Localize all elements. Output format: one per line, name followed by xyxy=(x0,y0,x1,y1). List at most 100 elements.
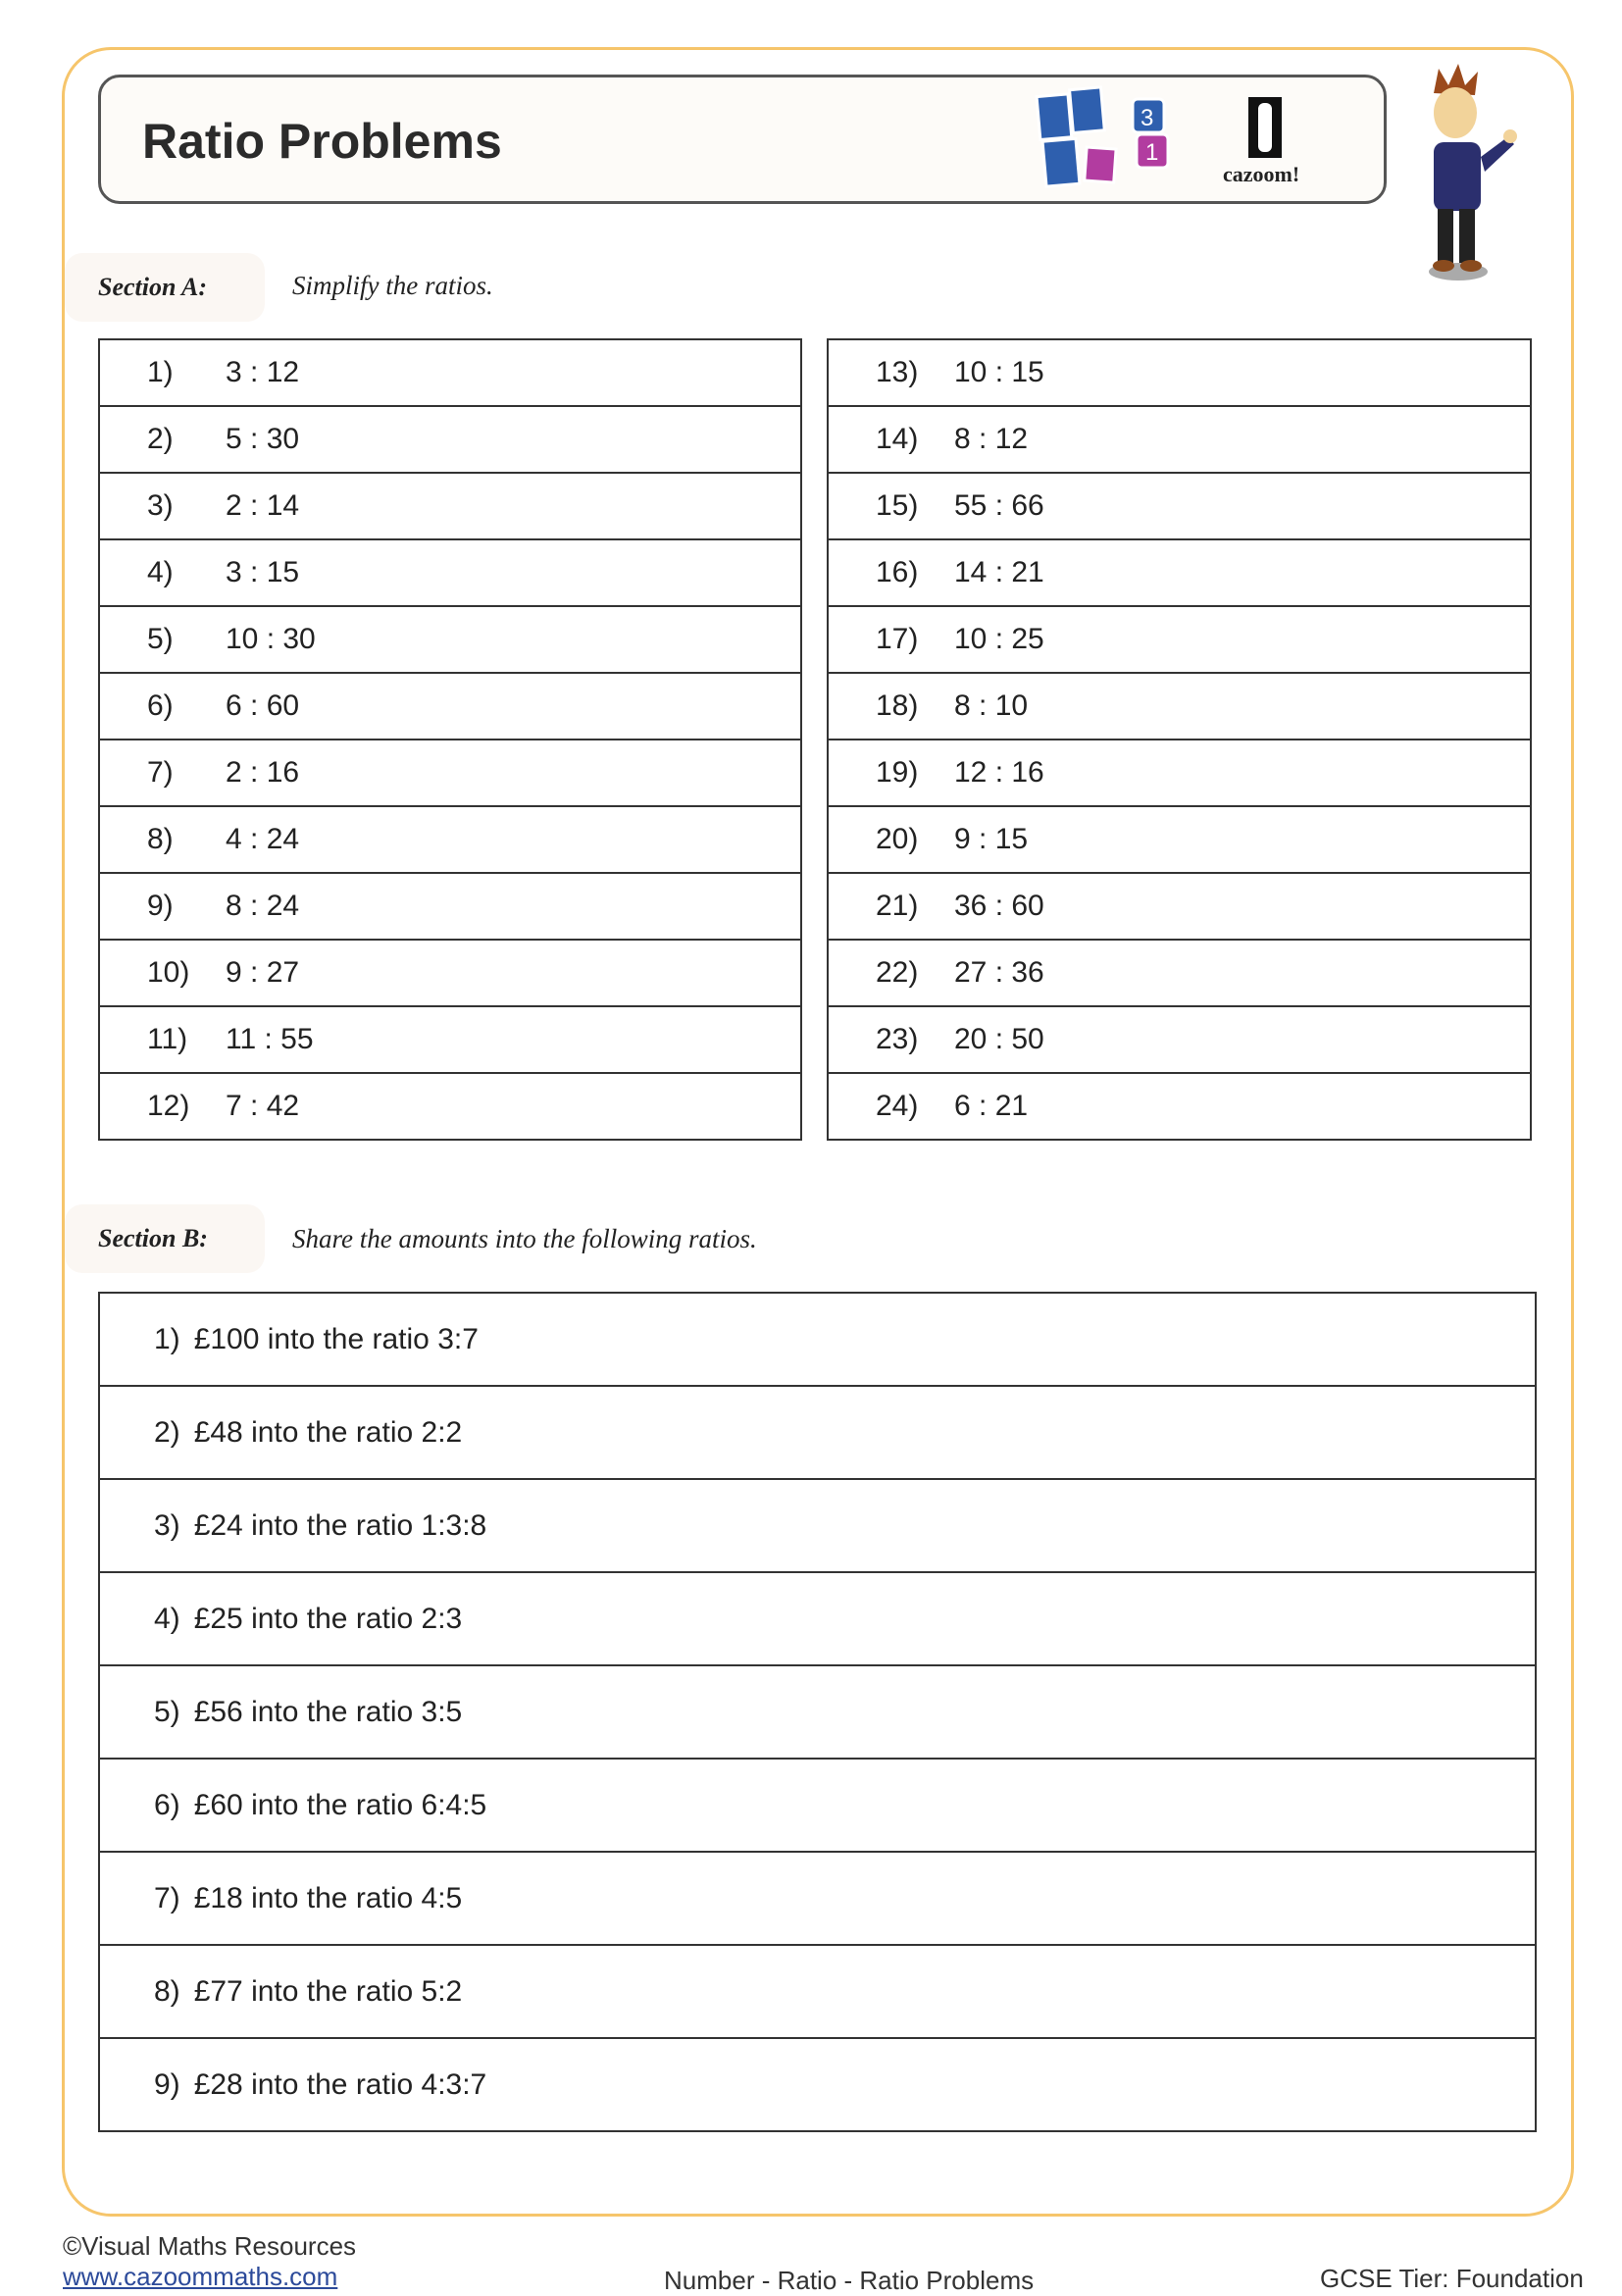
question-number: 24) xyxy=(876,1090,919,1122)
footer-website-link[interactable]: www.cazoommaths.com xyxy=(63,2262,338,2291)
question-cell[interactable]: 5) 10 : 30 xyxy=(98,605,802,674)
footer-tier: GCSE Tier: Foundation xyxy=(1320,2264,1584,2293)
question-text: £24 into the ratio 1:3:8 xyxy=(193,1508,487,1542)
question-row: 10) 9 : 27 xyxy=(98,939,802,1007)
question-cell[interactable]: 15) 55 : 66 xyxy=(827,472,1532,540)
question-text: 10 : 25 xyxy=(954,623,1044,655)
question-row: 15) 55 : 66 xyxy=(827,472,1532,540)
question-number: 6) xyxy=(147,689,174,722)
question-cell[interactable]: 1) 3 : 12 xyxy=(98,338,802,407)
question-cell[interactable]: 3) £24 into the ratio 1:3:8 xyxy=(98,1478,1537,1573)
question-number: 7) xyxy=(147,756,174,789)
question-number: 12) xyxy=(147,1090,190,1122)
question-row: 3) 2 : 14 xyxy=(98,472,802,540)
section-b-instruction: Share the amounts into the following rat… xyxy=(292,1224,757,1253)
question-cell[interactable]: 10) 9 : 27 xyxy=(98,939,802,1007)
section-b-label: Section B: xyxy=(65,1204,265,1273)
section-a-right-table: 13) 10 : 15 14) 8 : 12 15) 55 : 66 16) 14 : 21 1… xyxy=(827,338,1532,1141)
question-row: 6) 6 : 60 xyxy=(98,672,802,740)
question-cell[interactable]: 20) 9 : 15 xyxy=(827,805,1532,874)
question-cell[interactable]: 14) 8 : 12 xyxy=(827,405,1532,474)
question-cell[interactable]: 6) 6 : 60 xyxy=(98,672,802,740)
question-row: 18) 8 : 10 xyxy=(827,672,1532,740)
question-text: 3 : 15 xyxy=(226,556,300,588)
question-cell[interactable]: 19) 12 : 16 xyxy=(827,739,1532,807)
question-cell[interactable]: 8) £77 into the ratio 5:2 xyxy=(98,1944,1537,2039)
question-text: £56 into the ratio 3:5 xyxy=(193,1695,463,1728)
question-cell[interactable]: 11) 11 : 55 xyxy=(98,1005,802,1074)
section-a-instruction: Simplify the ratios. xyxy=(292,271,493,300)
question-cell[interactable]: 23) 20 : 50 xyxy=(827,1005,1532,1074)
question-cell[interactable]: 9) 8 : 24 xyxy=(98,872,802,941)
question-row: 2) 5 : 30 xyxy=(98,405,802,474)
question-cell[interactable]: 17) 10 : 25 xyxy=(827,605,1532,674)
question-number: 3) xyxy=(147,489,174,522)
question-text: £100 into the ratio 3:7 xyxy=(193,1322,479,1355)
question-row: 22) 27 : 36 xyxy=(827,939,1532,1007)
question-cell[interactable]: 5) £56 into the ratio 3:5 xyxy=(98,1664,1537,1760)
question-cell[interactable]: 7) 2 : 16 xyxy=(98,739,802,807)
question-text: 9 : 15 xyxy=(954,823,1029,855)
question-cell[interactable]: 24) 6 : 21 xyxy=(827,1072,1532,1141)
question-number: 16) xyxy=(876,556,919,588)
page-title: Ratio Problems xyxy=(142,114,502,169)
question-row: 4) £25 into the ratio 2:3 xyxy=(98,1571,1537,1666)
question-row: 9) £28 into the ratio 4:3:7 xyxy=(98,2037,1537,2132)
question-cell[interactable]: 8) 4 : 24 xyxy=(98,805,802,874)
question-row: 20) 9 : 15 xyxy=(827,805,1532,874)
question-row: 2) £48 into the ratio 2:2 xyxy=(98,1385,1537,1480)
section-a-label: Section A: xyxy=(65,253,265,322)
question-row: 16) 14 : 21 xyxy=(827,538,1532,607)
question-text: 27 : 36 xyxy=(954,956,1044,989)
svg-text:cazoom!: cazoom! xyxy=(1223,162,1299,186)
page-frame xyxy=(62,47,1574,2217)
question-number: 17) xyxy=(876,623,919,655)
question-cell[interactable]: 3) 2 : 14 xyxy=(98,472,802,540)
question-cell[interactable]: 16) 14 : 21 xyxy=(827,538,1532,607)
question-row: 8) £77 into the ratio 5:2 xyxy=(98,1944,1537,2039)
svg-text:1: 1 xyxy=(1145,139,1158,166)
question-row: 24) 6 : 21 xyxy=(827,1072,1532,1141)
question-cell[interactable]: 6) £60 into the ratio 6:4:5 xyxy=(98,1758,1537,1853)
mascot-illustration xyxy=(1429,64,1517,281)
question-text: £18 into the ratio 4:5 xyxy=(193,1881,463,1914)
question-text: 2 : 14 xyxy=(226,489,300,522)
question-cell[interactable]: 4) 3 : 15 xyxy=(98,538,802,607)
question-cell[interactable]: 13) 10 : 15 xyxy=(827,338,1532,407)
question-cell[interactable]: 1) £100 into the ratio 3:7 xyxy=(98,1292,1537,1387)
question-row: 5) £56 into the ratio 3:5 xyxy=(98,1664,1537,1760)
question-text: 5 : 30 xyxy=(226,423,300,455)
question-text: 8 : 24 xyxy=(226,890,300,922)
question-number: 8) xyxy=(147,823,174,855)
question-text: 55 : 66 xyxy=(954,489,1044,522)
question-number: 21) xyxy=(876,890,919,922)
question-text: £60 into the ratio 6:4:5 xyxy=(193,1788,487,1821)
question-cell[interactable]: 9) £28 into the ratio 4:3:7 xyxy=(98,2037,1537,2132)
header-banner: Ratio Problems 3 1 cazoom! xyxy=(98,75,1387,204)
question-number: 13) xyxy=(876,356,919,388)
question-number: 18) xyxy=(876,689,919,722)
question-text: £77 into the ratio 5:2 xyxy=(193,1974,463,2008)
question-row: 19) 12 : 16 xyxy=(827,739,1532,807)
question-cell[interactable]: 12) 7 : 42 xyxy=(98,1072,802,1141)
question-number: 15) xyxy=(876,489,919,522)
question-cell[interactable]: 21) 36 : 60 xyxy=(827,872,1532,941)
question-text: 10 : 30 xyxy=(226,623,316,655)
question-text: 36 : 60 xyxy=(954,890,1044,922)
question-cell[interactable]: 2) £48 into the ratio 2:2 xyxy=(98,1385,1537,1480)
question-cell[interactable]: 22) 27 : 36 xyxy=(827,939,1532,1007)
question-cell[interactable]: 4) £25 into the ratio 2:3 xyxy=(98,1571,1537,1666)
question-cell[interactable]: 7) £18 into the ratio 4:5 xyxy=(98,1851,1537,1946)
question-row: 13) 10 : 15 xyxy=(827,338,1532,407)
question-row: 6) £60 into the ratio 6:4:5 xyxy=(98,1758,1537,1853)
question-cell[interactable]: 2) 5 : 30 xyxy=(98,405,802,474)
question-number: 19) xyxy=(876,756,919,789)
footer-topic: Number - Ratio - Ratio Problems xyxy=(664,2266,1035,2295)
question-cell[interactable]: 18) 8 : 10 xyxy=(827,672,1532,740)
question-number: 14) xyxy=(876,423,919,455)
question-text: 4 : 24 xyxy=(226,823,300,855)
question-row: 23) 20 : 50 xyxy=(827,1005,1532,1074)
question-number: 1) xyxy=(147,356,174,388)
question-number: 10) xyxy=(147,956,190,989)
question-number: 11) xyxy=(147,1023,188,1055)
